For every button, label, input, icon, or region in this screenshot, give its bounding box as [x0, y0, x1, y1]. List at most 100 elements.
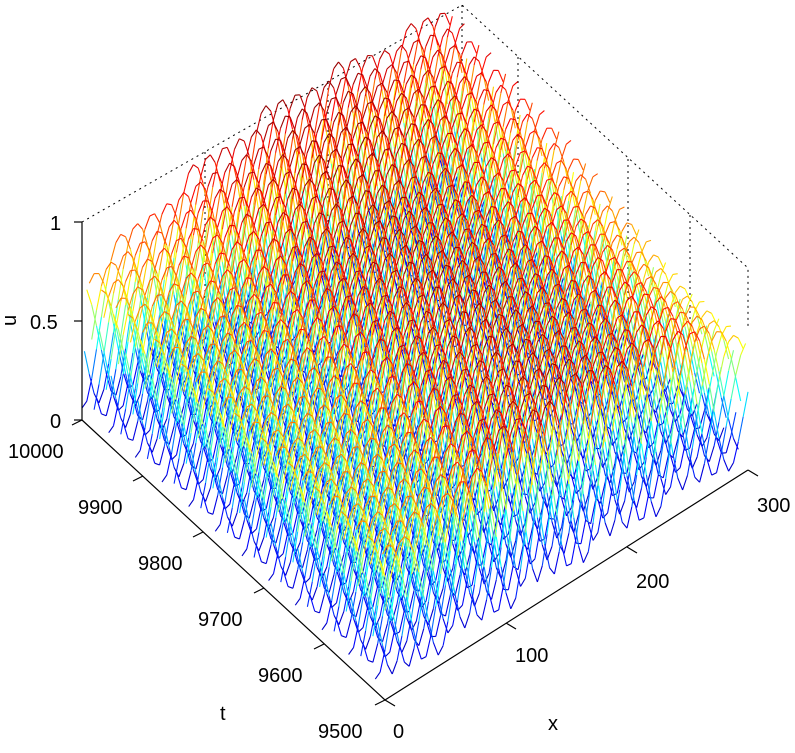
surface-mesh-segment — [139, 338, 146, 355]
surface-mesh-segment — [514, 98, 521, 111]
surface-mesh-segment — [362, 157, 369, 176]
surface-mesh-segment — [125, 270, 131, 282]
surface-mesh-segment — [364, 183, 371, 209]
surface-mesh-segment — [154, 253, 161, 270]
surface-mesh-segment — [195, 244, 202, 252]
surface-mesh-segment — [270, 330, 277, 367]
surface-mesh-segment — [430, 136, 436, 164]
surface-mesh-segment — [149, 269, 156, 295]
surface-mesh-segment — [476, 129, 482, 157]
surface-mesh-segment — [154, 268, 161, 294]
surface-mesh-segment — [425, 108, 432, 142]
surface-mesh-segment — [214, 282, 221, 295]
surface-mesh-segment — [183, 265, 190, 301]
surface-mesh-segment — [132, 397, 139, 416]
surface-mesh-segment — [207, 319, 214, 352]
surface-mesh-segment — [221, 302, 228, 319]
surface-mesh-segment — [432, 97, 439, 129]
surface-mesh-segment — [497, 70, 504, 83]
surface-mesh-segment — [277, 265, 284, 293]
surface-mesh-segment — [236, 248, 243, 286]
surface-mesh-segment — [352, 123, 359, 139]
surface-mesh-segment — [229, 211, 236, 236]
surface-mesh-segment — [461, 63, 468, 76]
surface-mesh-segment — [185, 346, 192, 365]
surface-mesh-segment — [216, 148, 223, 163]
surface-mesh-segment — [95, 285, 102, 311]
surface-mesh-segment — [412, 37, 419, 65]
surface-mesh-segment — [381, 90, 388, 121]
surface-mesh-segment — [367, 155, 374, 186]
surface-mesh-segment — [495, 84, 502, 93]
surface-mesh-segment — [463, 120, 470, 147]
surface-mesh-segment — [147, 258, 153, 262]
surface-mesh-segment — [444, 13, 451, 25]
surface-mesh-segment — [292, 117, 298, 139]
surface-mesh-segment — [531, 147, 538, 159]
surface-mesh-segment — [299, 94, 306, 108]
surface-mesh-segment — [202, 286, 209, 323]
surface-mesh-segment — [287, 182, 294, 217]
surface-mesh-segment — [238, 251, 245, 278]
surface-mesh-segment — [415, 124, 422, 158]
surface-mesh-segment — [323, 188, 330, 201]
surface-mesh-segment — [210, 280, 216, 283]
surface-mesh-segment — [289, 171, 296, 183]
surface-mesh-segment — [456, 97, 463, 122]
surface-mesh-segment — [222, 206, 228, 212]
surface-mesh-segment — [243, 206, 250, 238]
surface-mesh-segment — [195, 308, 202, 317]
surface-mesh-segment — [471, 92, 478, 103]
surface-mesh-segment — [236, 179, 243, 188]
surface-mesh-segment — [122, 310, 129, 335]
surface-mesh-segment — [161, 332, 168, 346]
surface-mesh-segment — [434, 85, 441, 98]
surface-mesh-segment — [168, 397, 175, 418]
surface-mesh-segment — [144, 336, 151, 369]
surface-mesh-segment — [430, 34, 436, 37]
surface-mesh-segment — [163, 247, 170, 255]
surface-mesh-segment — [161, 276, 168, 307]
surface-mesh-segment — [183, 192, 189, 198]
surface-mesh-segment — [209, 224, 216, 261]
surface-mesh-segment — [304, 349, 311, 373]
surface-mesh-segment — [166, 372, 173, 399]
surface-mesh-segment — [226, 507, 233, 534]
surface-mesh-segment — [451, 113, 458, 128]
surface-mesh-segment — [480, 139, 487, 174]
surface-mesh-segment — [403, 110, 410, 138]
surface-mesh-segment — [396, 44, 402, 52]
surface-mesh-segment — [117, 348, 124, 373]
surface-mesh-segment — [296, 163, 303, 176]
surface-mesh-segment — [277, 99, 284, 105]
surface-mesh-segment — [171, 318, 178, 350]
surface-mesh-segment — [236, 241, 243, 247]
surface-mesh-segment — [478, 89, 485, 101]
surface-mesh-segment — [190, 272, 197, 279]
surface-mesh-segment — [451, 77, 458, 110]
surface-mesh-segment — [393, 68, 400, 94]
surface-mesh-segment — [430, 85, 436, 88]
surface-mesh — [81, 12, 749, 680]
surface-mesh-segment — [331, 96, 337, 100]
surface-mesh-segment — [166, 265, 172, 269]
surface-mesh-segment — [246, 205, 252, 233]
surface-mesh-segment — [393, 126, 400, 154]
surface-mesh-segment — [384, 183, 391, 207]
surface-mesh-segment — [490, 92, 497, 112]
surface-mesh-segment — [95, 317, 102, 350]
surface-mesh-segment — [316, 155, 323, 189]
surface-mesh-segment — [190, 345, 197, 373]
surface-mesh-segment — [91, 349, 98, 379]
surface-mesh-segment — [338, 154, 344, 181]
surface-mesh-segment — [200, 289, 207, 310]
surface-mesh-segment — [168, 448, 175, 468]
surface-mesh-segment — [175, 471, 182, 489]
surface-mesh-segment — [110, 375, 117, 400]
surface-mesh-segment — [427, 69, 434, 78]
surface-mesh-segment — [171, 378, 178, 400]
surface-mesh-segment — [313, 133, 320, 154]
surface-mesh-segment — [156, 345, 163, 368]
surface-mesh-segment — [188, 406, 195, 439]
surface-mesh-segment — [328, 122, 335, 145]
